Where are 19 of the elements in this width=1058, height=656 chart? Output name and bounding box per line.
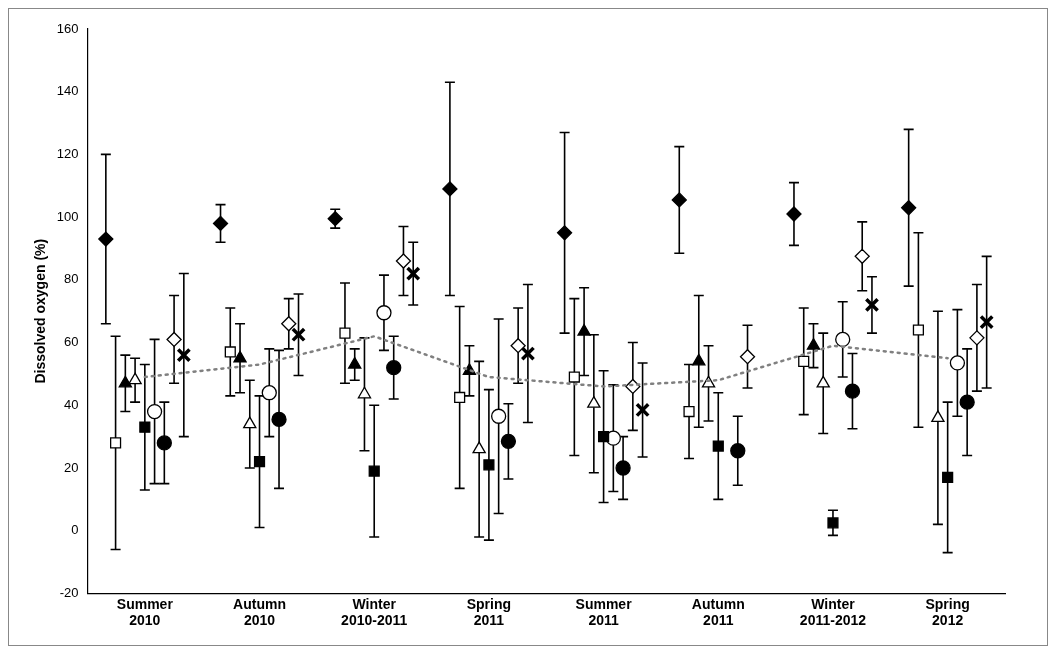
x-tick-label: Winter 2011-2012	[799, 595, 867, 629]
x-tick-label: Autumn 2010	[233, 595, 286, 629]
y-tick-label: 0	[71, 522, 79, 538]
y-axis-title: Dissolved oxygen (%)	[32, 238, 49, 384]
y-tick-label: 140	[56, 83, 79, 99]
x-tick-label: Summer 2011	[575, 595, 633, 629]
y-tick-label: -20	[59, 584, 79, 600]
x-tick-label: Summer 2010	[116, 595, 174, 629]
y-tick-label: 40	[64, 396, 79, 412]
y-tick-label: 120	[56, 146, 79, 161]
x-tick-label: Spring 2012	[925, 595, 970, 629]
x-tick-label: Spring 2011	[466, 595, 512, 629]
x-tick-label: Autumn 2011	[691, 595, 745, 629]
y-tick-label: 60	[64, 334, 79, 350]
y-tick-label: 100	[56, 208, 79, 224]
y-tick-label: 20	[64, 459, 79, 475]
y-tick-label: 80	[64, 271, 79, 287]
y-tick-label: 160	[56, 20, 79, 36]
x-tick-label: Winter 2010-2011	[341, 595, 408, 629]
